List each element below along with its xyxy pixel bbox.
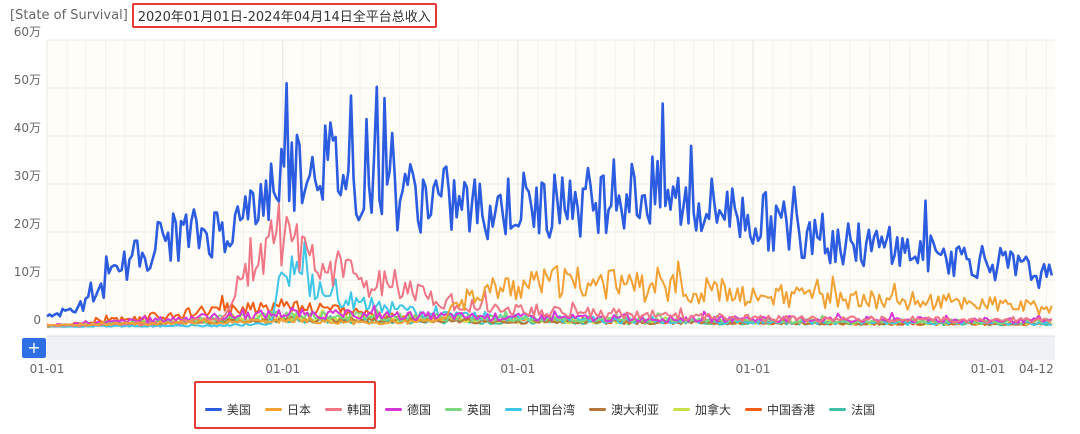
legend-swatch <box>505 408 522 411</box>
legend-label: 加拿大 <box>695 403 732 417</box>
legend-swatch <box>673 408 691 411</box>
zoom-expand-button[interactable]: + <box>22 338 46 358</box>
legend-swatch <box>324 408 342 411</box>
legend: 美国 日本 韩国 德国 英国 中国台湾 澳大利亚 加拿大 中国香港 法国 <box>0 401 1080 418</box>
legend-label: 韩国 <box>346 403 371 417</box>
series-line-8 <box>46 260 1053 327</box>
legend-label: 英国 <box>466 403 491 417</box>
y-tick-label: 60万 <box>14 25 41 39</box>
legend-label: 日本 <box>286 403 311 417</box>
zoom-slider[interactable] <box>47 335 1055 360</box>
date-range-title: 2020年01月01日-2024年04月14日全平台总收入 <box>131 2 437 28</box>
legend-swatch <box>829 408 847 411</box>
legend-item-7[interactable]: 加拿大 <box>673 401 731 418</box>
chart-header: [State of Survival] 2020年01月01日-2024年04月… <box>10 2 437 28</box>
x-tick-label: 01-01 <box>735 362 770 376</box>
x-tick-label: 01-01 <box>500 362 535 376</box>
x-tick-label: 04-12 <box>1019 362 1054 376</box>
legend-label: 中国香港 <box>767 403 816 417</box>
x-tick-label: 01-01 <box>30 362 65 376</box>
legend-item-1[interactable]: 日本 <box>264 401 311 418</box>
y-tick-label: 30万 <box>14 169 41 183</box>
slider-track[interactable] <box>47 336 1055 360</box>
y-axis: 0 10万 20万 30万 40万 50万 60万 <box>14 25 41 327</box>
y-tick-label: 40万 <box>14 121 41 135</box>
x-axis: 01-01 01-01 01-01 01-01 01-01 04-12 <box>30 362 1054 376</box>
x-tick-label: 01-01 <box>265 362 300 376</box>
legend-swatch <box>264 408 282 411</box>
legend-item-4[interactable]: 英国 <box>444 401 491 418</box>
grid <box>46 39 1055 329</box>
legend-swatch <box>589 408 607 411</box>
series-line-7 <box>46 202 1053 328</box>
app-name-label: [State of Survival] <box>10 7 128 23</box>
legend-swatch <box>384 408 402 411</box>
legend-swatch <box>745 408 763 411</box>
legend-label: 美国 <box>226 403 251 417</box>
series-group <box>46 81 1054 328</box>
y-tick-label: 20万 <box>14 217 41 231</box>
legend-label: 法国 <box>851 403 876 417</box>
legend-item-0[interactable]: 美国 <box>204 401 251 418</box>
y-tick-label: 0 <box>33 313 41 327</box>
y-tick-label: 50万 <box>14 73 41 87</box>
legend-item-3[interactable]: 德国 <box>384 401 431 418</box>
legend-label: 澳大利亚 <box>611 403 660 417</box>
legend-swatch <box>444 408 462 411</box>
legend-label: 德国 <box>406 403 431 417</box>
legend-item-5[interactable]: 中国台湾 <box>505 401 575 418</box>
legend-label: 中国台湾 <box>527 403 576 417</box>
x-tick-label: 01-01 <box>971 362 1006 376</box>
legend-item-6[interactable]: 澳大利亚 <box>589 401 659 418</box>
legend-item-8[interactable]: 中国香港 <box>745 401 815 418</box>
series-line-9 <box>46 81 1054 318</box>
legend-item-2[interactable]: 韩国 <box>324 401 371 418</box>
y-tick-label: 10万 <box>14 265 41 279</box>
legend-swatch <box>204 408 222 411</box>
legend-item-9[interactable]: 法国 <box>829 401 875 418</box>
